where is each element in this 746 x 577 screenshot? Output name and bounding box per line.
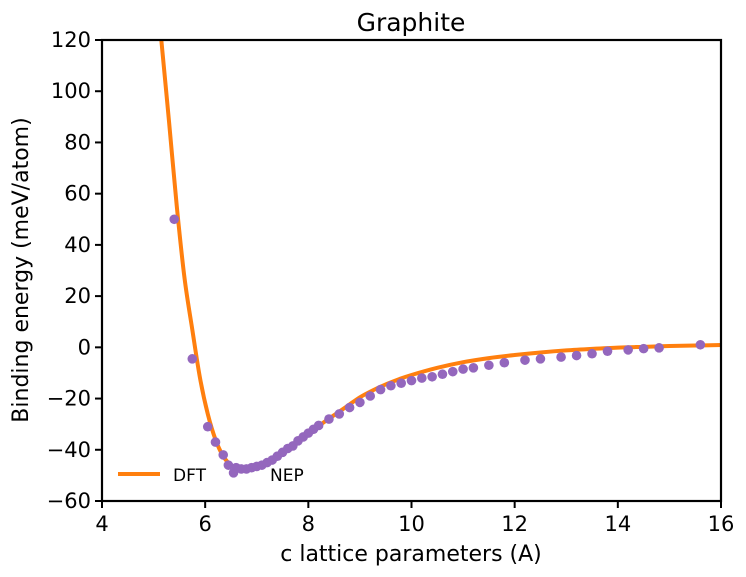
data-point-nep [623,345,633,355]
data-point-nep [437,369,448,380]
y-axis-label: Binding energy (meV/atom) [9,117,34,422]
data-point-nep [654,343,664,353]
data-point-nep [187,354,198,364]
y-tick-label: 0 [78,335,91,359]
y-tick-label: 100 [51,79,91,103]
y-axis-ticks: −60 −40 −20 0 20 40 60 80 100 120 [47,28,102,513]
data-point-nep [375,384,386,395]
data-point-nep [468,363,479,373]
data-point-nep [365,391,376,401]
data-point-nep [556,352,566,362]
data-point-nep [458,364,468,374]
data-point-nep [638,343,649,354]
data-point-nep [447,366,458,377]
data-point-nep [571,350,582,361]
plot-frame [100,38,723,503]
legend: DFT NEP [118,466,304,486]
x-tick-label: 10 [398,512,425,536]
data-point-nep [406,375,417,386]
data-point-nep [427,371,437,382]
data-point-nep [324,414,334,424]
y-tick-label: 80 [64,130,91,154]
y-tick-label: −40 [47,438,91,462]
x-tick-label: 4 [95,512,108,536]
x-tick-label: 14 [604,512,631,536]
data-point-nep [223,460,234,470]
x-tick-label: 12 [501,512,528,536]
data-point-nep [218,450,229,460]
data-point-nep [484,360,494,371]
data-point-nep [587,348,597,359]
data-point-nep [355,397,365,408]
data-point-nep [695,339,706,350]
y-tick-label: 40 [64,233,91,257]
x-axis-ticks: 4 6 8 10 12 14 16 [95,501,734,536]
data-point-nep [169,214,180,225]
x-tick-label: 8 [302,512,315,536]
data-point-nep [334,409,345,419]
data-point-nep [417,373,427,383]
data-point-nep [499,357,510,368]
data-point-nep [313,420,324,431]
chart-title: Graphite [357,8,466,37]
legend-nep-label: NEP [270,466,304,486]
data-point-nep [386,380,396,391]
y-tick-label: 60 [64,182,91,206]
y-tick-label: −20 [47,387,91,411]
y-tick-label: 120 [51,28,91,52]
data-point-nep [535,354,546,364]
x-tick-label: 16 [708,512,735,536]
x-tick-label: 6 [198,512,211,536]
legend-dft-label: DFT [173,466,207,486]
data-point-nep [396,378,406,388]
x-axis-label: c lattice parameters (A) [280,542,542,567]
data-point-nep [344,402,355,413]
data-point-nep [520,355,530,365]
data-point-nep [210,437,221,447]
data-point-nep [202,421,213,432]
y-tick-label: −60 [47,489,91,513]
series-layer [159,40,721,478]
y-tick-label: 20 [64,284,91,308]
series-line-dft [159,40,721,472]
data-point-nep [602,346,613,356]
